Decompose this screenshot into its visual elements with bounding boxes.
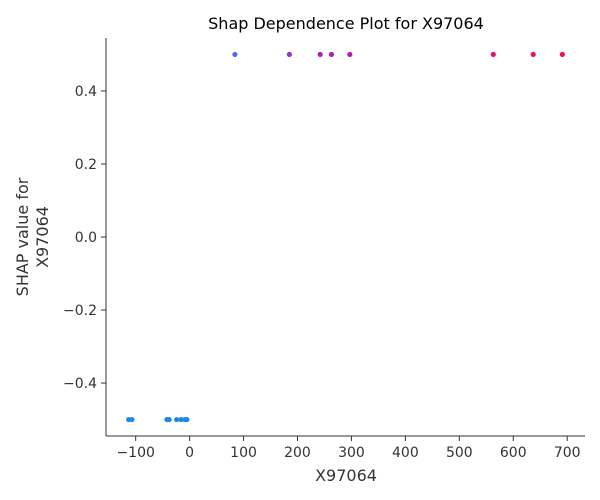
y-ticks: −0.4 −0.2 0.0 0.2 0.4 [63,84,106,392]
data-point-14 [530,51,536,58]
data-point-9 [286,51,292,58]
x-tick-label-1: 0 [185,445,194,461]
y-axis-label: SHAP value for X97064 [13,177,52,296]
data-point-7 [184,416,190,423]
data-point-1 [129,416,135,423]
x-axis-label: X97064 [315,466,377,485]
y-tick-label-4: 0.4 [75,84,97,100]
data-point-3 [166,416,172,423]
y-tick-label-1: −0.2 [63,303,97,319]
data-point-13 [490,51,496,58]
y-tick-label-0: −0.4 [63,376,97,392]
data-point-5 [178,416,184,423]
x-tick-label-8: 700 [554,445,581,461]
x-ticks: −100 0 100 200 300 400 500 600 700 [116,436,581,461]
data-point-10 [317,51,323,58]
data-point-15 [559,51,565,58]
x-tick-label-0: −100 [116,445,154,461]
data-point-8 [232,51,238,58]
chart-title: Shap Dependence Plot for X97064 [208,14,484,33]
x-tick-label-6: 500 [446,445,473,461]
plot-area [126,51,565,423]
x-tick-label-2: 100 [230,445,257,461]
y-tick-label-3: 0.2 [75,157,97,173]
x-tick-label-7: 600 [500,445,527,461]
data-point-12 [347,51,353,58]
y-axis-label-line-2: X97064 [33,206,52,268]
y-tick-label-2: 0.0 [75,230,97,246]
y-axis-label-line-1: SHAP value for [13,177,32,296]
x-tick-label-4: 300 [338,445,365,461]
x-tick-label-3: 200 [284,445,311,461]
x-tick-label-5: 400 [392,445,419,461]
data-point-4 [174,416,180,423]
data-point-11 [328,51,335,58]
